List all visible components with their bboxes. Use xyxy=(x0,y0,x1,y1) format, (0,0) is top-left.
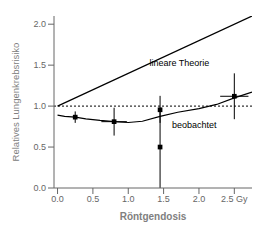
svg-text:0.5: 0.5 xyxy=(33,142,46,152)
svg-text:0.0: 0.0 xyxy=(33,183,46,193)
svg-text:1.5: 1.5 xyxy=(33,60,46,70)
svg-text:beobachtet: beobachtet xyxy=(172,120,217,130)
svg-text:Röntgendosis: Röntgendosis xyxy=(120,211,187,222)
svg-text:0.0: 0.0 xyxy=(51,194,64,204)
svg-text:Relatives Lungenkrebsrisiko: Relatives Lungenkrebsrisiko xyxy=(10,43,21,162)
svg-text:2.0: 2.0 xyxy=(193,194,206,204)
svg-text:2.5 Gy: 2.5 Gy xyxy=(221,194,248,204)
svg-text:1.0: 1.0 xyxy=(122,194,135,204)
svg-text:1.5: 1.5 xyxy=(157,194,170,204)
svg-text:0.5: 0.5 xyxy=(87,194,100,204)
svg-text:lineare Theorie: lineare Theorie xyxy=(149,58,209,68)
svg-text:2.0: 2.0 xyxy=(33,19,46,29)
svg-text:1.0: 1.0 xyxy=(33,101,46,111)
